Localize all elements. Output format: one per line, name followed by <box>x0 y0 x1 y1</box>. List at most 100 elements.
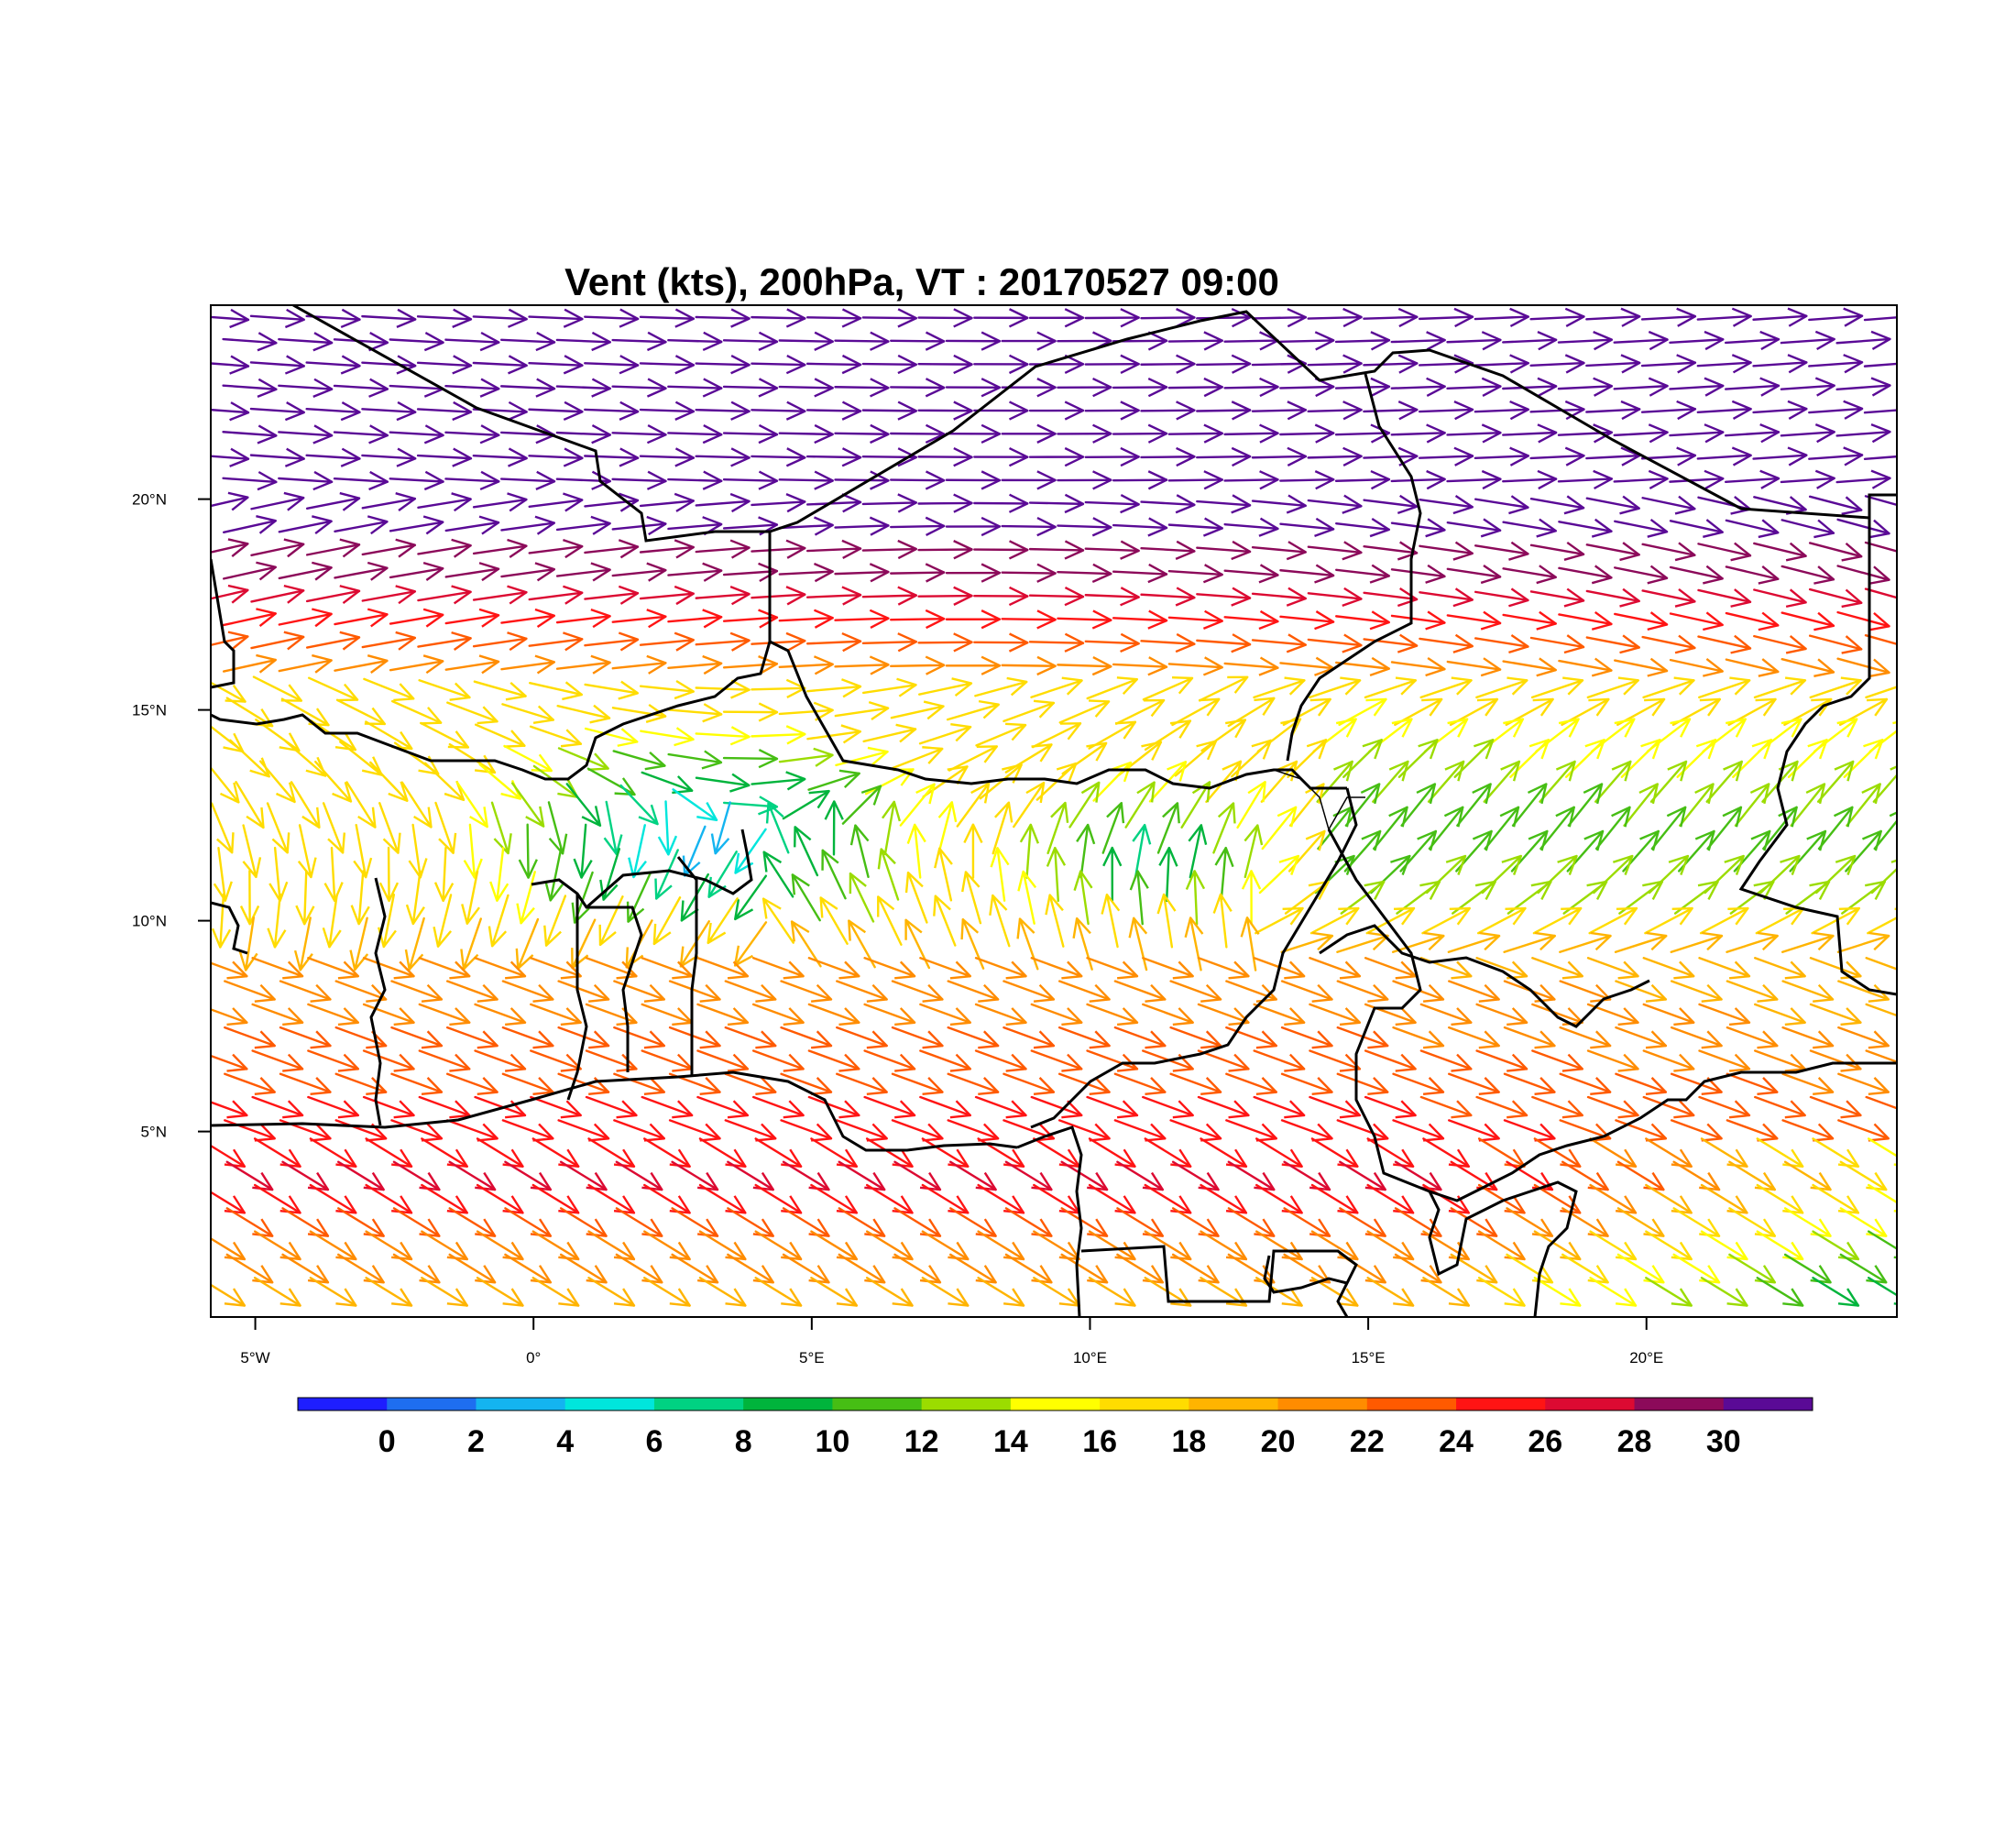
wind-vector <box>1863 455 1897 461</box>
colorbar-swatch <box>387 1398 477 1410</box>
colorbar-swatch <box>1010 1398 1101 1410</box>
wind-vector <box>1865 686 1897 699</box>
wind-arrowhead <box>370 659 389 674</box>
wind-arrowhead <box>1791 855 1801 875</box>
wind-arrowhead <box>563 411 583 422</box>
wind-arrowhead <box>1009 354 1028 366</box>
wind-arrowhead <box>1039 782 1046 804</box>
wind-vector <box>1506 1253 1554 1284</box>
wind-vector <box>1532 906 1583 935</box>
wind-vector <box>490 801 509 855</box>
wind-arrowhead <box>869 655 889 666</box>
wind-arrowhead <box>1483 610 1501 624</box>
wind-vector <box>1335 568 1391 577</box>
wind-arrowhead <box>1202 573 1223 584</box>
wind-arrowhead <box>1364 880 1385 887</box>
wind-vector <box>1780 337 1835 345</box>
wind-vector <box>722 663 779 669</box>
wind-vector <box>1279 339 1335 344</box>
wind-arrowhead <box>1147 619 1167 630</box>
wind-arrowhead <box>1232 409 1251 421</box>
wind-arrowhead <box>1482 477 1502 490</box>
wind-arrowhead <box>1141 741 1162 748</box>
wind-arrowhead <box>729 539 751 549</box>
wind-arrowhead <box>1067 1148 1080 1168</box>
wind-arrowhead <box>527 859 538 879</box>
wind-vector <box>1363 638 1419 647</box>
wind-arrowhead <box>1594 1123 1612 1140</box>
wind-vector <box>947 1072 1000 1093</box>
wind-vector <box>1057 980 1111 1001</box>
wind-arrowhead <box>1648 377 1669 388</box>
wind-vector <box>251 957 304 978</box>
wind-vector <box>1864 541 1897 553</box>
wind-vector <box>307 1095 360 1117</box>
wind-arrowhead <box>305 769 326 777</box>
wind-vector <box>1836 657 1890 675</box>
wind-vector <box>1780 657 1835 674</box>
wind-arrowhead <box>283 584 304 592</box>
border-nigeria-cameroon <box>1030 787 1358 1129</box>
wind-arrowhead <box>703 662 722 675</box>
wind-vector <box>1001 524 1057 529</box>
wind-arrowhead <box>1472 829 1493 840</box>
wind-arrowhead <box>480 378 499 390</box>
wind-vector <box>1614 566 1669 580</box>
wind-arrowhead <box>1611 760 1631 771</box>
wind-vector <box>1753 542 1807 557</box>
wind-arrowhead <box>729 631 751 642</box>
wind-arrowhead <box>1061 1068 1082 1072</box>
wind-arrowhead <box>1841 601 1862 609</box>
wind-arrowhead <box>1011 724 1026 741</box>
wind-vector <box>1196 593 1252 599</box>
wind-arrowhead <box>647 331 667 344</box>
wind-arrowhead <box>1261 1077 1277 1093</box>
wind-arrowhead <box>1009 401 1028 412</box>
wind-vector <box>754 1277 803 1307</box>
wind-vector <box>389 521 444 532</box>
wind-arrowhead <box>1704 469 1724 480</box>
wind-vector <box>1336 1072 1389 1093</box>
wind-vector <box>1839 1160 1888 1191</box>
wind-arrowhead <box>1485 784 1492 805</box>
wind-arrowhead <box>849 825 857 846</box>
wind-arrowhead <box>246 815 265 829</box>
wind-arrowhead <box>223 746 244 753</box>
wind-arrowhead <box>1046 847 1057 867</box>
wind-arrowhead <box>227 491 248 499</box>
wind-vector <box>861 547 918 552</box>
wind-arrowhead <box>1509 315 1529 328</box>
wind-arrowhead <box>730 593 751 606</box>
wind-vector <box>1448 1072 1500 1093</box>
border-benin-togo <box>566 894 588 1101</box>
wind-vector <box>1780 565 1835 581</box>
wind-arrowhead <box>1178 677 1193 695</box>
wind-vector <box>1363 545 1419 554</box>
wind-vector <box>445 980 499 1001</box>
wind-arrowhead <box>1373 698 1387 717</box>
wind-arrowhead <box>1036 386 1057 398</box>
wind-arrowhead <box>564 681 583 696</box>
wind-arrowhead <box>1896 977 1897 980</box>
wind-arrowhead <box>1617 676 1638 682</box>
wind-arrowhead <box>1167 761 1187 771</box>
wind-arrowhead <box>1568 907 1583 926</box>
wind-arrowhead <box>674 401 695 413</box>
wind-arrowhead <box>1791 1288 1804 1307</box>
wind-vector <box>1670 934 1724 953</box>
wind-arrowhead <box>1846 1148 1859 1168</box>
wind-arrowhead <box>1647 623 1668 631</box>
wind-arrowhead <box>1148 563 1167 576</box>
wind-arrowhead <box>1064 493 1084 505</box>
wind-arrowhead <box>1277 760 1298 771</box>
wind-vector <box>307 1049 360 1070</box>
wind-arrowhead <box>1094 1030 1111 1047</box>
wind-arrowhead <box>983 1218 997 1237</box>
wind-arrowhead <box>1482 385 1502 397</box>
wind-arrowhead <box>1902 1055 1916 1070</box>
coastline-cameroon-gabon <box>1016 1125 1083 1317</box>
wind-arrowhead <box>1395 974 1416 980</box>
wind-arrowhead <box>508 318 528 328</box>
wind-vector <box>390 699 443 724</box>
wind-arrowhead <box>1373 1218 1386 1237</box>
